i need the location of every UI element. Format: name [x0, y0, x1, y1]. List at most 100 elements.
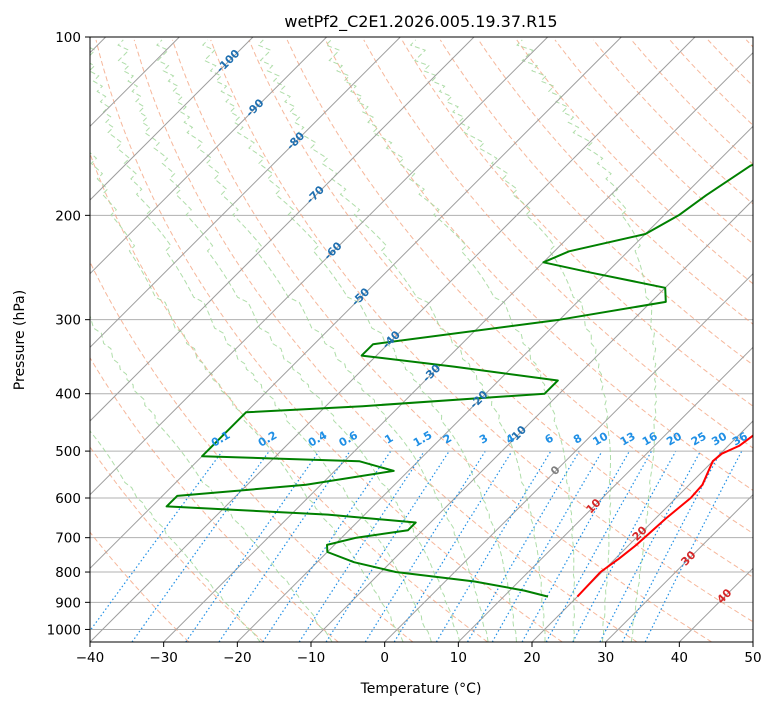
dry-adiabat: [90, 260, 414, 642]
y-tick-label: 300: [55, 313, 81, 329]
mixing-ratio-label: 2: [441, 432, 454, 447]
mixing-ratio-line: [491, 451, 603, 642]
dry-adiabat: [363, 39, 753, 449]
mixing-ratio-labels: 0.1 0.2 0.4 0.6 1 1.5 2 3 4 6 8 10 13 16 20 25 30 36: [209, 428, 750, 449]
y-tick-label: 800: [55, 565, 81, 581]
moist-adiabat: [156, 39, 489, 642]
mixing-ratio-line: [131, 451, 270, 642]
isotherm: [457, 346, 753, 642]
y-tick-label: 500: [55, 444, 81, 460]
dry-adiabat: [478, 39, 753, 325]
mixing-ratio-line: [435, 451, 552, 642]
x-tick-label: −10: [297, 650, 326, 666]
x-axis: −40 −30 −20 −10 0 10 20 30 40 50: [76, 642, 762, 666]
dry-adiabat: [248, 39, 753, 578]
mixing-ratio-line: [298, 451, 425, 642]
isotherm-label: -40: [380, 328, 403, 351]
mixing-ratio-label: 1: [382, 432, 395, 447]
isotherm: [90, 37, 475, 422]
moist-adiabat: [90, 314, 333, 642]
mixing-ratio-label: 20: [664, 429, 684, 448]
x-tick-label: −40: [76, 650, 105, 666]
isotherm: [90, 37, 696, 642]
isotherm-label: -90: [243, 96, 266, 119]
mixing-ratio-label: 30: [709, 429, 729, 448]
mixing-ratio-line: [521, 451, 630, 642]
dry-adiabat: [631, 39, 753, 166]
moist-adiabat: [90, 430, 261, 642]
mixing-ratio-label: 36: [730, 429, 750, 448]
isotherm: [605, 493, 753, 642]
moist-adiabat: [117, 39, 461, 642]
isotherm-label: 20: [630, 523, 650, 543]
mixing-ratio-label: 6: [543, 431, 556, 446]
mixing-ratio-line: [364, 451, 486, 642]
mixing-ratio-line: [621, 451, 722, 642]
x-tick-label: 10: [450, 650, 467, 666]
dry-adiabat: [745, 39, 753, 48]
chart-title: wetPf2_C2E1.2026.005.19.37.R15: [284, 12, 557, 32]
pressure-gridlines: [90, 37, 753, 630]
moist-adiabat: [257, 39, 546, 642]
isotherm: [236, 125, 753, 642]
mixing-ratio-line: [325, 451, 450, 642]
dry-adiabat: [592, 39, 753, 205]
mixing-ratio-line: [90, 451, 223, 632]
isotherm: [310, 199, 753, 642]
mixing-ratio-label: 0.2: [256, 429, 279, 450]
y-tick-label: 1000: [47, 622, 81, 638]
dry-adiabat: [325, 39, 753, 492]
dry-adiabat: [95, 39, 563, 642]
mixing-ratio-label: 3: [477, 432, 490, 447]
dry-adiabat: [707, 39, 753, 87]
isotherm: [531, 420, 753, 642]
mixing-ratio-lines: [90, 451, 743, 642]
mixing-ratio-line: [218, 451, 351, 642]
x-tick-label: −20: [223, 650, 252, 666]
isotherm: [163, 51, 753, 642]
x-tick-label: 40: [671, 650, 688, 666]
isotherm: [90, 37, 254, 201]
mixing-ratio-label: 10: [591, 429, 611, 448]
moist-adiabat: [409, 39, 612, 642]
mixing-ratio-label: 16: [640, 429, 660, 448]
isotherm: [678, 567, 753, 642]
dry-adiabat: [172, 39, 712, 642]
temperature-line: [576, 433, 753, 598]
dry-adiabat: [90, 152, 488, 642]
dry-adiabat: [401, 39, 753, 407]
y-tick-label: 400: [55, 387, 81, 403]
dry-adiabat: [90, 356, 339, 642]
y-axis: 100 200 300 400 500 600 700 800 900 1000: [47, 30, 90, 638]
dry-adiabat: [516, 39, 753, 285]
x-tick-label: 30: [597, 650, 614, 666]
y-tick-label: 900: [55, 595, 81, 611]
dry-adiabat: [286, 39, 753, 534]
y-tick-label: 600: [55, 491, 81, 507]
moist-adiabat: [90, 39, 432, 642]
isotherm-label: 30: [678, 548, 698, 568]
dry-adiabat: [439, 39, 753, 366]
isotherm: [90, 37, 401, 349]
mixing-ratio-label: 1.5: [411, 429, 434, 450]
isotherm: [752, 641, 753, 642]
x-axis-label: Temperature (°C): [360, 681, 482, 697]
y-tick-label: 100: [55, 30, 81, 46]
mixing-ratio-line: [466, 451, 580, 642]
y-tick-label: 200: [55, 208, 81, 224]
moist-adiabat: [516, 39, 658, 642]
moist-adiabat: [201, 39, 517, 642]
y-tick-label: 700: [55, 531, 81, 547]
dewpoint-line: [165, 163, 753, 598]
dry-adiabat: [90, 446, 264, 642]
dry-adiabat: [133, 39, 638, 642]
x-tick-label: 20: [523, 650, 540, 666]
moist-adiabat: [90, 142, 404, 642]
isotherm-label: -70: [304, 183, 327, 206]
dry-adiabat: [554, 39, 753, 245]
moist-adiabats: [90, 39, 658, 642]
mixing-ratio-line: [185, 451, 320, 642]
profile-series: [165, 163, 753, 598]
mixing-ratio-label: 0.4: [306, 428, 330, 449]
